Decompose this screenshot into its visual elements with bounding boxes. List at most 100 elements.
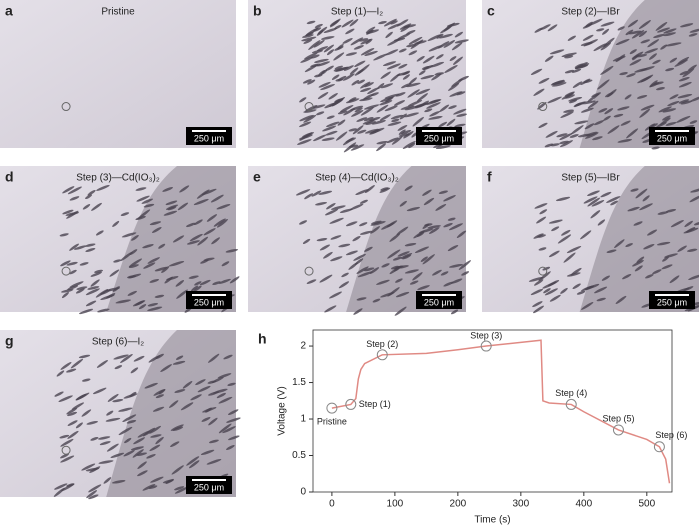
- crystal: [662, 115, 671, 121]
- crystal: [155, 436, 164, 445]
- crystal: [585, 21, 593, 28]
- crystal: [58, 395, 73, 403]
- crystal: [97, 308, 110, 313]
- crystal: [564, 91, 575, 97]
- crystal: [449, 91, 463, 97]
- crystal: [600, 21, 615, 27]
- crystal: [154, 294, 165, 298]
- crystal: [67, 186, 82, 195]
- crystal: [137, 470, 148, 477]
- crystal: [634, 265, 643, 272]
- crystal: [683, 286, 694, 292]
- crystal: [326, 115, 335, 119]
- crystal: [617, 139, 633, 143]
- crystal: [627, 206, 640, 212]
- crystal: [367, 87, 379, 95]
- crystal: [456, 230, 467, 239]
- crystal: [359, 222, 368, 227]
- crystal: [603, 115, 611, 121]
- crystal: [60, 453, 70, 459]
- crystal: [402, 141, 416, 149]
- crystal: [186, 240, 200, 245]
- crystal: [149, 278, 160, 283]
- crystal: [607, 125, 620, 134]
- crystal: [343, 142, 357, 153]
- crystal: [325, 130, 338, 136]
- crystal: [229, 276, 240, 284]
- crystal: [314, 58, 329, 63]
- panel-letter: d: [5, 169, 14, 185]
- crystal: [393, 100, 406, 106]
- crystal: [580, 107, 594, 113]
- crystal: [356, 266, 369, 274]
- crystal: [333, 67, 349, 72]
- crystal: [408, 77, 417, 85]
- crystal: [600, 191, 612, 198]
- crystal: [597, 219, 606, 226]
- crystal: [216, 392, 226, 399]
- crystal: [75, 288, 85, 294]
- crystal: [440, 271, 449, 276]
- crystal: [338, 243, 351, 248]
- step-marker: [653, 441, 665, 453]
- crystal: [432, 269, 442, 276]
- crystal: [212, 281, 221, 285]
- crystal: [380, 71, 391, 79]
- crystal: [304, 193, 314, 200]
- crystal: [398, 48, 407, 53]
- crystal: [130, 446, 144, 451]
- crystal: [311, 49, 323, 54]
- crystal: [318, 81, 331, 88]
- crystal: [147, 302, 159, 307]
- crystal: [182, 381, 193, 389]
- crystal: [216, 219, 228, 228]
- crystal: [371, 120, 386, 125]
- x-tick-label: 200: [450, 499, 467, 510]
- crystal: [142, 483, 156, 491]
- crystal: [456, 91, 466, 96]
- crystal: [60, 362, 72, 370]
- crystal: [402, 74, 410, 80]
- crystal: [450, 309, 459, 315]
- crystal: [360, 87, 372, 93]
- crystal: [351, 110, 364, 117]
- crystal: [397, 265, 409, 269]
- crystal: [417, 285, 430, 291]
- panel-label: Step (5)—IBr: [561, 173, 620, 184]
- crystal: [385, 31, 393, 39]
- crystal: [333, 52, 345, 61]
- crystal: [639, 108, 651, 118]
- crystal: [165, 204, 179, 210]
- crystal: [221, 261, 230, 267]
- step-label: Step (6): [655, 430, 687, 440]
- crystal: [356, 297, 367, 301]
- crystal: [387, 249, 401, 259]
- crystal: [580, 230, 592, 240]
- crystal: [391, 265, 399, 270]
- crystal: [590, 210, 601, 219]
- crystal: [399, 113, 407, 120]
- scale-bar-label: 250 μm: [424, 133, 454, 143]
- crystal: [628, 30, 642, 35]
- crystal: [79, 308, 94, 315]
- crystal: [165, 478, 174, 484]
- crystal: [352, 125, 364, 135]
- crystal: [381, 222, 395, 230]
- crystal: [175, 280, 185, 287]
- crystal: [447, 244, 459, 252]
- crystal: [106, 410, 114, 416]
- crystal: [649, 123, 658, 128]
- image-panel: e Step (4)—Cd(IO₃)₂ 250 μm: [248, 166, 471, 316]
- crystal: [584, 285, 595, 291]
- crystal: [86, 490, 98, 499]
- crystal: [606, 249, 617, 253]
- crystal: [588, 18, 603, 26]
- crystal: [657, 211, 669, 215]
- crystal: [141, 198, 154, 204]
- crystal: [574, 120, 589, 125]
- crystal: [453, 56, 463, 65]
- crystal: [364, 128, 379, 134]
- crystal: [314, 74, 323, 78]
- crystal: [105, 417, 121, 422]
